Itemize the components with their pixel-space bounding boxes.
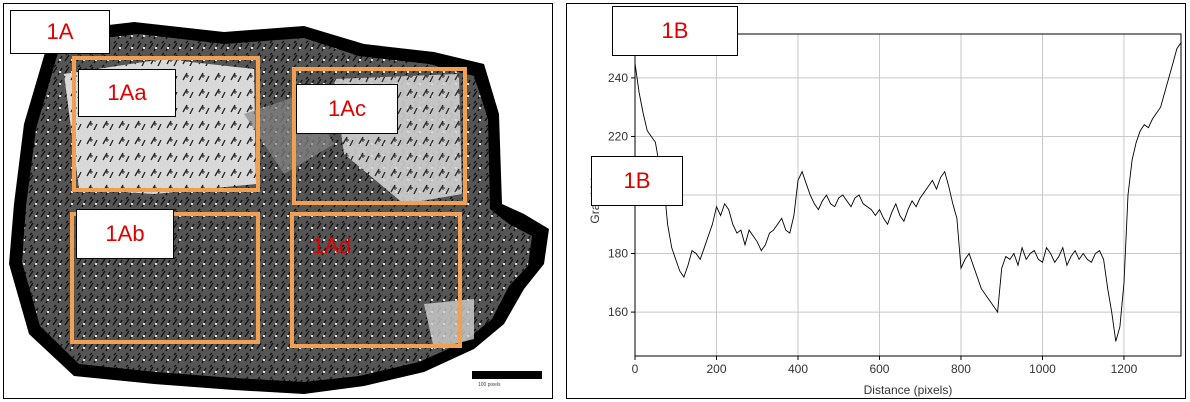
x-tick-label: 800 [951, 362, 971, 376]
scale-bar [472, 371, 542, 379]
micrograph-panel: 1A 1Aa 1Ac 1Ab 1Ad 100 pixels [3, 3, 553, 399]
x-tick-label: 200 [706, 362, 726, 376]
y-tick-label: 220 [608, 129, 628, 143]
region-label-1Ab: 1Ab [76, 209, 174, 259]
panel-b-label-top: 1B [612, 6, 738, 56]
x-tick-label: 0 [632, 362, 639, 376]
region-label-1Ac: 1Ac [296, 84, 398, 134]
scale-bar-label: 100 pixels [478, 382, 501, 388]
x-tick-label: 400 [788, 362, 808, 376]
region-label-1Aa: 1Aa [78, 69, 176, 117]
x-tick-label: 1000 [1029, 362, 1056, 376]
roi-1Ad [290, 212, 462, 348]
y-tick-label: 160 [608, 305, 628, 319]
panel-b-label-mid: 1B [591, 156, 683, 206]
x-tick-label: 600 [869, 362, 889, 376]
region-label-1Ad: 1Ad [312, 233, 352, 258]
gray-value-series-line [634, 42, 1182, 342]
x-tick-label: 1200 [1111, 362, 1138, 376]
roi-1Ac [292, 67, 467, 205]
roi-1Aa [72, 56, 260, 192]
x-axis-label: Distance (pixels) [864, 383, 953, 397]
panel-a-label: 1A [10, 10, 110, 54]
y-tick-label: 180 [608, 247, 628, 261]
y-tick-label: 240 [608, 71, 628, 85]
